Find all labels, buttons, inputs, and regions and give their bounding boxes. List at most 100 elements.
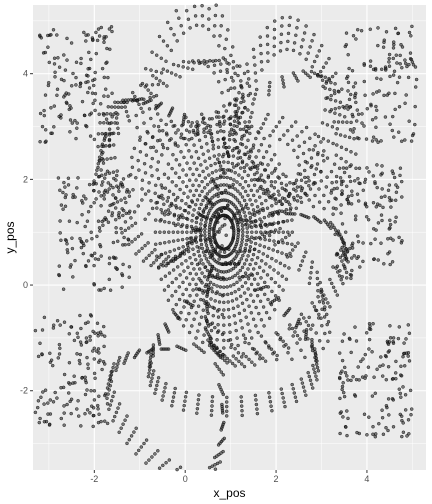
data-point [248, 245, 253, 249]
data-point [109, 373, 114, 377]
data-point [195, 411, 199, 415]
data-point [52, 125, 56, 129]
data-point [219, 428, 223, 432]
data-point [84, 380, 88, 385]
data-point [309, 271, 313, 275]
data-point [63, 93, 67, 97]
data-point [177, 246, 181, 251]
data-point [349, 273, 354, 277]
data-point [86, 67, 90, 71]
data-point [368, 64, 373, 69]
data-point [341, 415, 345, 419]
data-point [257, 211, 261, 215]
data-point [393, 26, 398, 31]
data-point [333, 232, 337, 237]
data-point [323, 86, 327, 90]
data-point [274, 124, 278, 129]
data-point [303, 71, 308, 75]
data-point [182, 155, 186, 160]
data-point [95, 403, 100, 408]
data-point [192, 143, 196, 147]
data-point [326, 320, 331, 324]
data-point [300, 129, 304, 134]
data-point [232, 262, 237, 266]
data-point [264, 117, 268, 121]
data-point [296, 79, 300, 83]
data-point [387, 413, 391, 417]
data-point [256, 282, 260, 286]
data-point [226, 307, 231, 312]
data-point [325, 322, 329, 327]
data-point [132, 210, 137, 214]
data-point [170, 404, 174, 408]
data-point [94, 51, 99, 56]
data-point [367, 337, 372, 342]
data-point [57, 65, 62, 69]
data-point [176, 316, 180, 320]
data-point [202, 186, 207, 190]
data-point [156, 124, 161, 129]
data-point [407, 30, 412, 35]
data-point [111, 394, 115, 399]
data-point [314, 167, 318, 171]
data-point [178, 187, 182, 192]
data-point [346, 89, 350, 93]
data-point [217, 160, 222, 165]
data-point [207, 465, 212, 470]
data-point [241, 127, 246, 132]
data-point [197, 277, 201, 281]
data-point [225, 175, 229, 180]
data-point [91, 424, 95, 429]
data-point [236, 343, 240, 348]
data-point [147, 371, 151, 375]
data-point [224, 277, 229, 281]
data-point [169, 26, 173, 31]
data-point [347, 66, 351, 71]
data-point [310, 65, 314, 69]
data-point [398, 166, 403, 170]
data-point [58, 323, 62, 327]
data-point [277, 193, 281, 197]
data-point [310, 39, 314, 43]
data-point [367, 322, 372, 326]
data-point [343, 371, 348, 375]
data-point [278, 49, 283, 53]
data-point [109, 105, 114, 109]
data-point [395, 185, 400, 190]
data-point [194, 336, 198, 340]
data-point [259, 287, 263, 292]
data-point [106, 382, 111, 386]
data-point [368, 59, 373, 63]
data-point [299, 195, 303, 200]
data-point [218, 121, 222, 126]
data-point [371, 92, 375, 96]
data-point [219, 24, 223, 28]
data-point [176, 63, 181, 68]
data-point [97, 351, 101, 355]
y-tick-label: -2 [20, 386, 28, 396]
data-point [338, 375, 342, 380]
data-point [189, 230, 194, 234]
data-point [150, 455, 154, 459]
data-point [123, 418, 127, 422]
data-point [200, 179, 204, 184]
data-point [86, 74, 90, 78]
data-point [329, 93, 333, 98]
data-point [180, 237, 185, 242]
data-point [174, 277, 178, 281]
data-point [340, 259, 344, 263]
data-point [84, 340, 89, 345]
data-point [292, 41, 297, 45]
data-point [210, 290, 215, 294]
data-point [57, 342, 62, 347]
data-point [236, 271, 240, 275]
data-point [136, 158, 140, 163]
data-point [294, 206, 298, 211]
data-point [156, 160, 161, 164]
data-point [354, 377, 359, 382]
data-point [215, 364, 219, 369]
data-point [188, 26, 192, 30]
data-point [222, 223, 227, 227]
data-point [276, 189, 280, 194]
data-point [234, 132, 238, 136]
